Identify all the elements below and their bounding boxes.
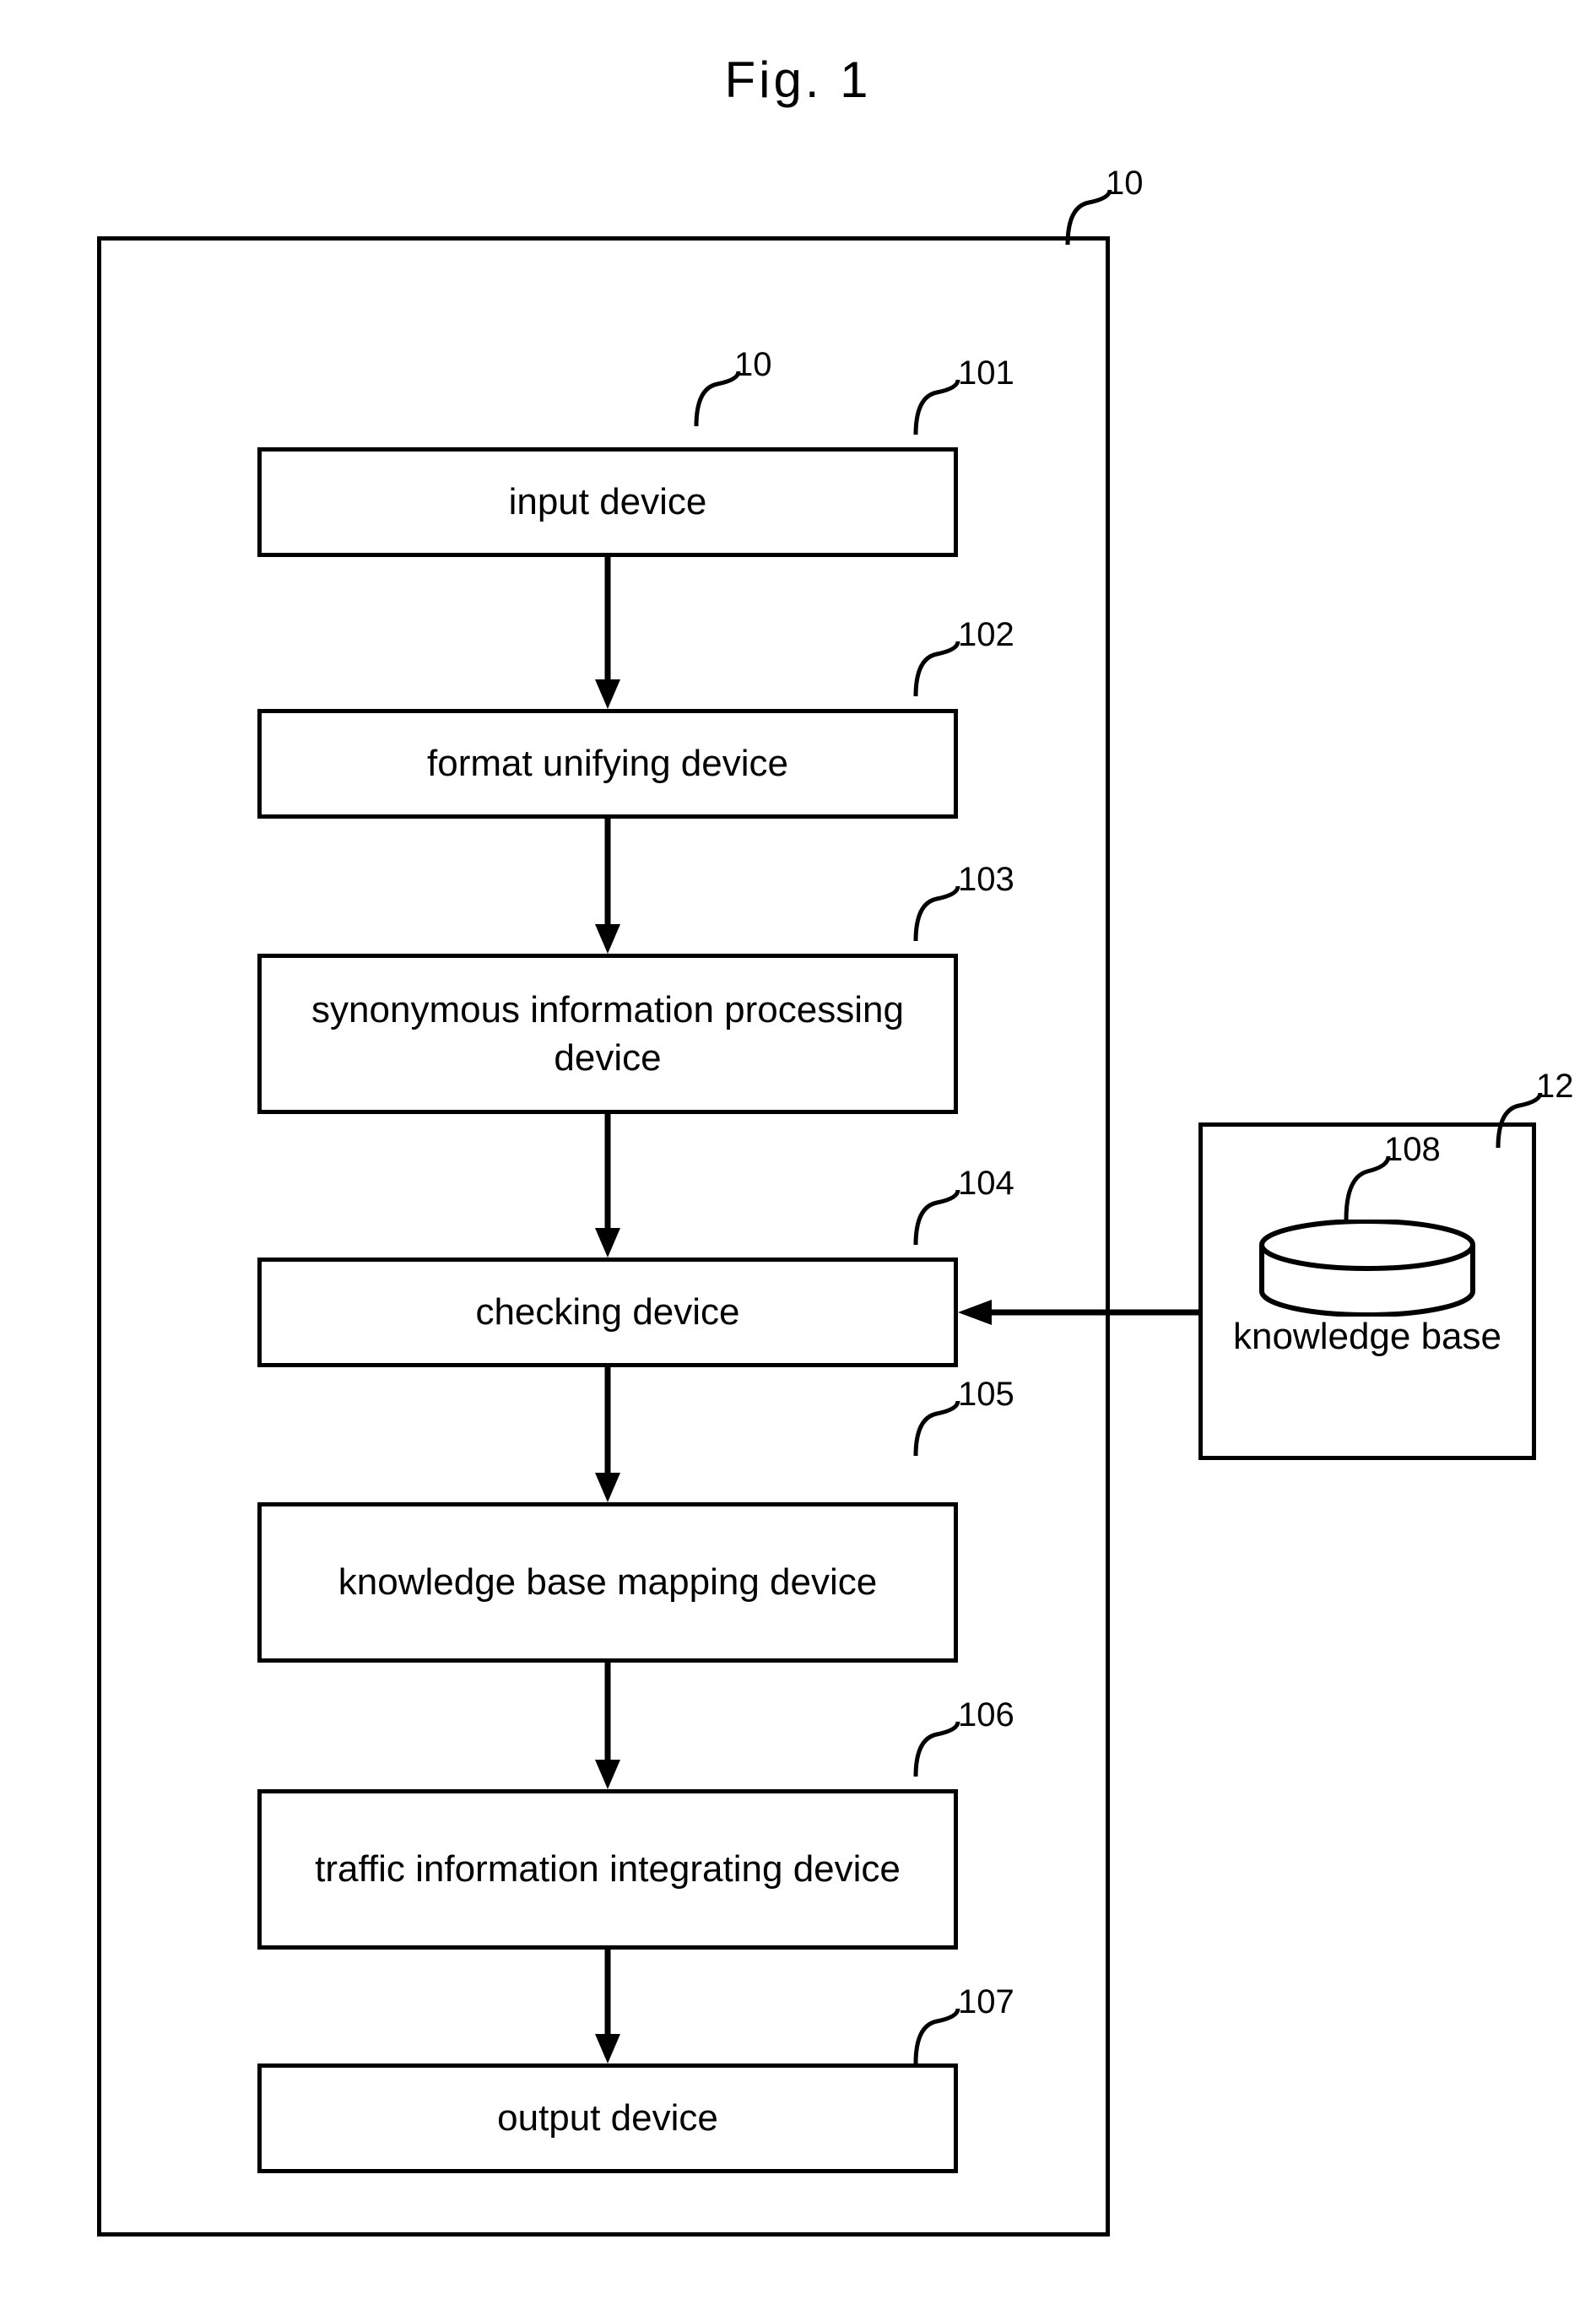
box-check-label: checking device <box>475 1288 739 1336</box>
curl-107 <box>912 2009 962 2068</box>
ref-104: 104 <box>958 1165 1014 1203</box>
ref-kb-inner: 108 <box>1384 1131 1441 1169</box>
ref-103: 103 <box>958 861 1014 899</box>
ref-main-inner: 10 <box>734 346 772 384</box>
cylinder-icon <box>1258 1220 1477 1317</box>
curl-103 <box>912 886 962 945</box>
ref-kb-outer: 12 <box>1536 1068 1574 1106</box>
box-output: output device <box>257 2063 958 2173</box>
box-format-unifying: format unifying device <box>257 709 958 819</box>
curl-106 <box>912 1722 962 1781</box>
curl-101 <box>912 380 962 439</box>
ref-main-outer: 10 <box>1106 165 1144 203</box>
curl-105 <box>912 1401 962 1460</box>
curl-104 <box>912 1190 962 1249</box>
box-traffic: traffic information integrating device <box>257 1789 958 1950</box>
curl-102 <box>912 641 962 700</box>
ref-105: 105 <box>958 1376 1014 1414</box>
box-input-label: input device <box>509 478 707 526</box>
box-input-device: input device <box>257 447 958 557</box>
box-synon-label: synonymous information processing device <box>279 986 937 1082</box>
arrow-6 <box>591 1950 625 2063</box>
arrow-kb-to-check <box>958 1295 1198 1329</box>
arrow-4 <box>591 1367 625 1502</box>
ref-102: 102 <box>958 616 1014 654</box>
box-synonymous: synonymous information processing device <box>257 954 958 1114</box>
box-traffic-label: traffic information integrating device <box>315 1845 901 1893</box>
kb-label: knowledge base <box>1198 1312 1536 1360</box>
figure-title: Fig. 1 <box>724 51 871 109</box>
arrow-1 <box>591 557 625 709</box>
box-mapping-label: knowledge base mapping device <box>338 1558 877 1606</box>
box-checking: checking device <box>257 1258 958 1367</box>
box-format-label: format unifying device <box>427 739 788 787</box>
arrow-3 <box>591 1114 625 1258</box>
ref-106: 106 <box>958 1696 1014 1734</box>
box-output-label: output device <box>497 2094 718 2142</box>
box-mapping: knowledge base mapping device <box>257 1502 958 1663</box>
ref-101: 101 <box>958 354 1014 392</box>
ref-107: 107 <box>958 1983 1014 2021</box>
arrow-2 <box>591 819 625 954</box>
arrow-5 <box>591 1663 625 1789</box>
